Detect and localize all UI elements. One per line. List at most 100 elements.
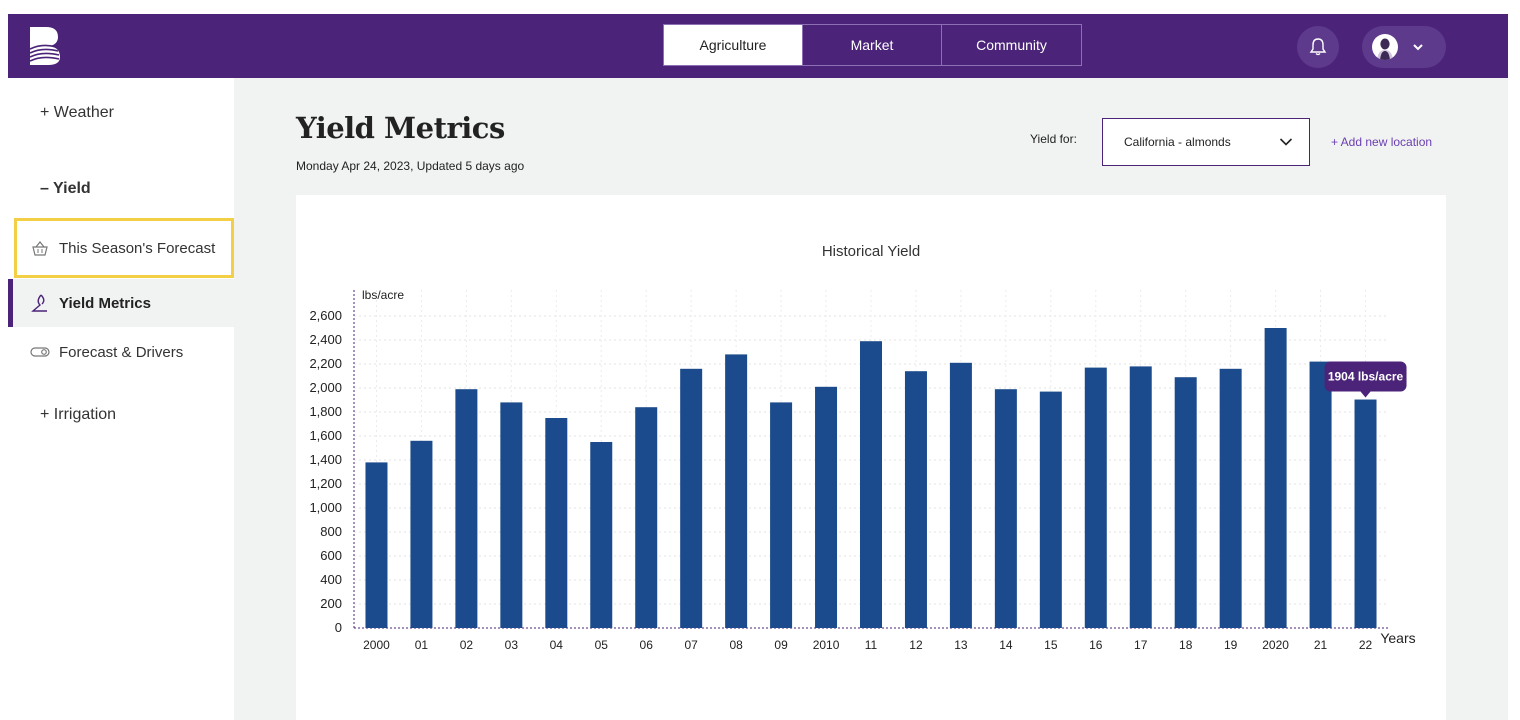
y-tick-label: 1,800 [309, 404, 342, 419]
sidebar-item-label: Forecast & Drivers [59, 343, 184, 361]
bar-03 [500, 402, 523, 628]
yield-location-select[interactable]: California - almonds [1102, 118, 1310, 166]
sidebar-item-yield-metrics[interactable]: Yield Metrics [8, 279, 234, 327]
sidebar-section-weather[interactable]: + Weather [40, 104, 114, 121]
x-tick-label: 2000 [363, 638, 390, 652]
bar-04 [545, 418, 568, 628]
x-tick-label: 19 [1224, 638, 1238, 652]
x-tick-label: 11 [865, 638, 878, 652]
x-tick-label: 05 [595, 638, 609, 652]
bar-02 [455, 389, 478, 628]
chart-card: Historical Yield 0 200 400 600 800 1,000 1,200… [296, 195, 1446, 720]
y-tick-label: 1,600 [309, 428, 342, 443]
y-tick-label: 2,200 [309, 356, 342, 371]
bar-17 [1129, 366, 1152, 628]
y-tick-label: 0 [335, 620, 342, 635]
bar-06 [635, 407, 658, 628]
y-tick-label: 2,600 [309, 308, 342, 323]
x-axis-label: Years [1380, 630, 1415, 646]
bar-14 [994, 389, 1017, 628]
x-tick-label: 14 [999, 638, 1013, 652]
yield-for-label: Yield for: [1030, 132, 1077, 146]
bar-tooltip: 1904 lbs/acre [1324, 361, 1407, 398]
yield-icon [31, 294, 47, 312]
bar-07 [680, 368, 703, 628]
historical-yield-chart: 0 200 400 600 800 1,000 1,200 1,400 1,600 1,800 2,… [309, 288, 1415, 652]
sidebar: + Weather – Yield This Season's Forecast… [8, 78, 234, 720]
y-tick-label: 1,400 [309, 452, 342, 467]
tooltip-pointer [1360, 391, 1371, 398]
x-tick-label: 17 [1134, 638, 1148, 652]
x-tick-label: 01 [415, 638, 429, 652]
x-tick-label: 21 [1314, 638, 1328, 652]
main-content: Yield Metrics Monday Apr 24, 2023, Updat… [234, 78, 1508, 720]
bar-22 [1354, 399, 1377, 628]
x-tick-label: 13 [954, 638, 968, 652]
y-tick-label: 400 [320, 572, 342, 587]
sidebar-section-irrigation[interactable]: + Irrigation [40, 406, 117, 423]
page-title: Yield Metrics [296, 111, 505, 145]
bar-11 [860, 341, 882, 628]
bar-2010 [815, 386, 838, 628]
x-tick-label: 02 [460, 638, 474, 652]
add-new-location-link[interactable]: + Add new location [1331, 135, 1433, 149]
sidebar-item-label: Yield Metrics [59, 294, 151, 312]
x-tick-label: 22 [1359, 638, 1373, 652]
x-tick-label: 08 [729, 638, 743, 652]
tab-community[interactable]: Community [976, 37, 1047, 53]
x-tick-label: 03 [505, 638, 519, 652]
tooltip-box [1324, 361, 1407, 392]
chart-title: Historical Yield [821, 243, 921, 260]
x-tick-label: 18 [1179, 638, 1193, 652]
x-tick-label: 2010 [813, 638, 840, 652]
main-tabs: Agriculture Market Community [663, 24, 1082, 66]
notifications-button[interactable] [1297, 26, 1339, 68]
app-frame: Agriculture Market Community [8, 14, 1508, 720]
y-tick-label: 2,400 [309, 332, 342, 347]
x-tick-label: 07 [684, 638, 698, 652]
x-tick-label: 15 [1044, 638, 1058, 652]
bar-12 [904, 371, 927, 628]
bell-icon [1309, 38, 1327, 56]
bar-05 [590, 442, 613, 628]
y-tick-label: 200 [320, 596, 342, 611]
brand-logo[interactable] [28, 25, 62, 67]
sidebar-item-label: This Season's Forecast [59, 239, 216, 257]
avatar [1372, 34, 1398, 60]
x-tick-label: 06 [640, 638, 654, 652]
y-tick-label: 800 [320, 524, 342, 539]
yield-location-value: California - almonds [1124, 135, 1231, 149]
bar-13 [949, 362, 972, 628]
x-tick-label: 04 [550, 638, 564, 652]
sidebar-section-yield[interactable]: – Yield [40, 180, 91, 197]
bar-18 [1174, 377, 1197, 628]
user-menu-button[interactable] [1362, 26, 1446, 68]
sidebar-item-this-seasons-forecast[interactable]: This Season's Forecast [14, 218, 234, 278]
bar-2000 [365, 462, 388, 628]
y-tick-label: 1,000 [309, 500, 342, 515]
y-axis-label: lbs/acre [362, 288, 404, 302]
tab-market[interactable]: Market [803, 25, 942, 65]
bar-15 [1039, 391, 1062, 628]
bar-01 [410, 440, 433, 628]
x-tick-label: 09 [774, 638, 788, 652]
bar-16 [1084, 367, 1107, 628]
bar-08 [725, 354, 748, 628]
x-tick-label: 2020 [1262, 638, 1289, 652]
y-tick-label: 2,000 [309, 380, 342, 395]
toggle-icon [30, 347, 50, 357]
top-navigation-bar: Agriculture Market Community [8, 14, 1508, 78]
bar-2020 [1264, 328, 1287, 628]
tooltip-text: 1904 lbs/acre [1328, 370, 1404, 384]
bar-21 [1309, 361, 1332, 628]
chevron-down-icon [1279, 138, 1293, 146]
bar-09 [770, 402, 793, 628]
bar-19 [1219, 368, 1242, 628]
sidebar-item-forecast-drivers[interactable]: Forecast & Drivers [8, 328, 234, 376]
basket-icon [32, 241, 48, 256]
x-tick-label: 16 [1089, 638, 1103, 652]
y-tick-label: 600 [320, 548, 342, 563]
x-tick-label: 12 [909, 638, 923, 652]
page-subtitle: Monday Apr 24, 2023, Updated 5 days ago [296, 159, 525, 173]
tab-agriculture[interactable]: Agriculture [664, 25, 803, 65]
